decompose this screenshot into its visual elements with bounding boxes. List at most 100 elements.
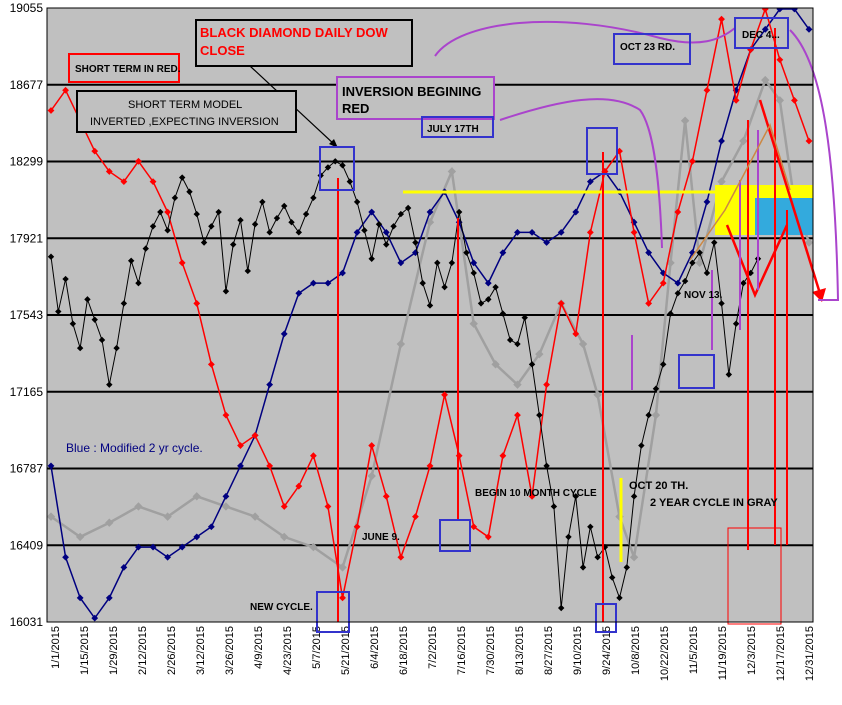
point-dow-64	[514, 340, 521, 348]
june9-label: JUNE 9.	[362, 532, 400, 543]
oct23-label: OCT 23 RD.	[620, 42, 675, 53]
point-modified_two_year-23	[382, 228, 390, 236]
point-dow-82	[645, 411, 652, 419]
x-tick-label-1: 1/15/2015	[79, 626, 91, 675]
point-modified_two_year-49	[761, 25, 769, 33]
short-term-model-box	[76, 90, 297, 133]
point-two_year-14	[447, 167, 457, 176]
point-modified_two_year-18	[309, 279, 317, 287]
point-two_year-13	[425, 218, 435, 227]
point-dow-16	[164, 227, 171, 234]
point-dow-71	[565, 533, 572, 541]
point-dow-38	[324, 164, 332, 171]
y-tick-label-18677: 18677	[10, 78, 44, 92]
point-modified_two_year-9	[178, 543, 186, 551]
point-dow-45	[375, 221, 383, 228]
point-short_term-9	[178, 259, 186, 267]
point-dow-9	[113, 344, 120, 352]
point-modified_two_year-20	[339, 269, 346, 277]
point-dow-44	[368, 255, 375, 262]
point-modified_two_year-0	[47, 462, 55, 470]
x-tick-label-26: 12/31/2015	[804, 626, 816, 681]
point-modified_two_year-35	[557, 228, 565, 236]
dec-box	[734, 17, 789, 49]
y-tick-label-17165: 17165	[10, 385, 44, 399]
x-tick-label-18: 9/10/2015	[572, 626, 584, 675]
point-dow-68	[543, 462, 550, 470]
point-dow-86	[674, 290, 682, 297]
point-dow-7	[98, 336, 106, 344]
x-tick-label-3: 2/12/2015	[137, 626, 149, 675]
point-dow-27	[244, 267, 251, 275]
highlight-box-sep30-low	[595, 603, 617, 633]
point-modified_two_year-5	[120, 563, 128, 571]
plot-border	[46, 7, 814, 623]
point-short_term-35	[557, 300, 565, 307]
point-modified_two_year-22	[368, 208, 376, 216]
point-two_year-5	[192, 492, 201, 501]
point-dow-60	[485, 296, 492, 303]
point-two_year-4	[163, 512, 172, 521]
point-modified_two_year-36	[572, 208, 580, 216]
highlight-box-may21-low	[316, 591, 350, 633]
point-dow-87	[681, 277, 689, 285]
point-short_term-8	[164, 208, 172, 216]
point-short_term-14	[251, 432, 259, 439]
point-short_term-0	[47, 107, 55, 114]
point-modified_two_year-45	[703, 198, 711, 206]
point-short_term-1	[62, 86, 69, 94]
point-modified_two_year-16	[280, 330, 288, 338]
point-two_year-29	[739, 136, 748, 146]
point-dow-69	[550, 503, 558, 510]
point-two_year-20	[578, 339, 588, 349]
point-short_term-25	[412, 513, 419, 521]
x-tick-label-17: 8/27/2015	[543, 626, 555, 675]
point-modified_two_year-33	[528, 228, 536, 236]
point-dow-72	[572, 493, 579, 500]
point-short_term-7	[149, 178, 157, 186]
point-dow-33	[288, 219, 295, 226]
point-modified_two_year-6	[135, 543, 142, 551]
point-short_term-52	[805, 137, 813, 145]
point-dow-21	[200, 239, 208, 246]
series-layer	[47, 8, 813, 622]
point-dow-14	[149, 223, 157, 230]
point-modified_two_year-37	[586, 178, 594, 186]
y-tick-label-19055: 19055	[10, 1, 44, 15]
point-short_term-49	[761, 8, 769, 13]
y-tick-label-17921: 17921	[10, 231, 44, 245]
x-tick-label-10: 5/21/2015	[340, 626, 352, 675]
point-short_term-36	[572, 330, 580, 338]
point-short_term-11	[207, 360, 215, 368]
point-dow-61	[492, 283, 499, 291]
point-short_term-40	[630, 228, 638, 236]
y-tick-label-16409: 16409	[10, 538, 44, 552]
point-two_year-3	[134, 502, 143, 511]
x-tick-label-9: 5/7/2015	[311, 626, 323, 669]
point-dow-35	[302, 210, 310, 218]
x-tick-label-6: 3/26/2015	[224, 626, 236, 675]
point-short_term-41	[645, 300, 653, 307]
point-modified_two_year-34	[543, 239, 551, 246]
point-two_year-23	[629, 553, 639, 562]
point-short_term-51	[791, 96, 798, 104]
two-year-gray-label: 2 YEAR CYCLE IN GRAY	[650, 497, 778, 509]
point-short_term-33	[528, 492, 536, 500]
point-short_term-3	[91, 147, 99, 155]
point-modified_two_year-10	[193, 533, 201, 541]
point-short_term-17	[295, 482, 303, 490]
point-two_year-21	[593, 390, 602, 399]
orange-projection-lines	[689, 123, 791, 261]
point-two_year-15	[469, 319, 478, 328]
point-modified_two_year-52	[805, 25, 813, 33]
point-short_term-27	[441, 391, 448, 399]
x-tick-label-19: 9/24/2015	[601, 626, 613, 675]
point-short_term-10	[193, 300, 201, 307]
point-two_year-18	[535, 349, 544, 359]
point-modified_two_year-41	[645, 249, 653, 257]
point-short_term-45	[703, 86, 711, 94]
point-dow-92	[718, 300, 725, 307]
x-tick-label-4: 2/26/2015	[166, 626, 178, 675]
pointer-arrowhead	[329, 139, 338, 148]
point-dow-96	[747, 269, 754, 277]
